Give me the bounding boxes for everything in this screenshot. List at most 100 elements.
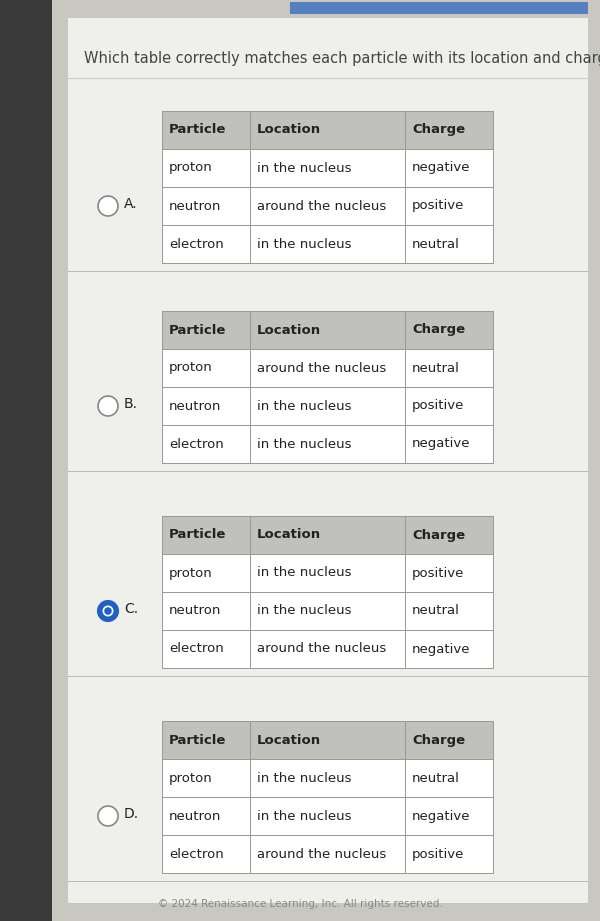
Text: positive: positive bbox=[412, 566, 464, 579]
Text: Charge: Charge bbox=[412, 733, 465, 747]
Text: in the nucleus: in the nucleus bbox=[257, 604, 352, 617]
Text: Charge: Charge bbox=[412, 529, 465, 542]
Text: Location: Location bbox=[257, 323, 321, 336]
Text: in the nucleus: in the nucleus bbox=[257, 566, 352, 579]
Bar bbox=[162, 387, 250, 425]
Text: Charge: Charge bbox=[412, 123, 465, 136]
Bar bbox=[162, 149, 250, 187]
Bar bbox=[405, 721, 493, 759]
Bar bbox=[250, 759, 405, 797]
Bar bbox=[250, 554, 405, 592]
Text: proton: proton bbox=[169, 566, 213, 579]
Bar bbox=[405, 387, 493, 425]
Text: proton: proton bbox=[169, 362, 213, 375]
Bar bbox=[250, 387, 405, 425]
Bar bbox=[250, 721, 405, 759]
Text: © 2024 Renaissance Learning, Inc. All rights reserved.: © 2024 Renaissance Learning, Inc. All ri… bbox=[158, 899, 442, 909]
Bar bbox=[0, 0, 52, 921]
Text: Particle: Particle bbox=[169, 529, 226, 542]
Text: electron: electron bbox=[169, 847, 224, 860]
Text: in the nucleus: in the nucleus bbox=[257, 810, 352, 822]
Bar bbox=[162, 225, 250, 263]
Text: in the nucleus: in the nucleus bbox=[257, 437, 352, 450]
Text: around the nucleus: around the nucleus bbox=[257, 200, 386, 213]
Bar bbox=[68, 18, 588, 903]
Text: around the nucleus: around the nucleus bbox=[257, 643, 386, 656]
Text: neutron: neutron bbox=[169, 810, 221, 822]
Text: electron: electron bbox=[169, 643, 224, 656]
Text: Location: Location bbox=[257, 529, 321, 542]
Bar bbox=[162, 425, 250, 463]
Text: positive: positive bbox=[412, 200, 464, 213]
Circle shape bbox=[104, 607, 112, 615]
Circle shape bbox=[98, 601, 118, 621]
Bar bbox=[405, 225, 493, 263]
Text: neutral: neutral bbox=[412, 238, 460, 251]
Text: C.: C. bbox=[124, 602, 138, 616]
Bar bbox=[162, 797, 250, 835]
Text: Charge: Charge bbox=[412, 323, 465, 336]
Text: Which table correctly matches each particle with its location and charge?: Which table correctly matches each parti… bbox=[84, 51, 600, 66]
Bar bbox=[250, 592, 405, 630]
Bar bbox=[250, 311, 405, 349]
Bar bbox=[250, 425, 405, 463]
Bar bbox=[250, 225, 405, 263]
Bar bbox=[250, 835, 405, 873]
Bar bbox=[290, 2, 588, 14]
Bar bbox=[405, 759, 493, 797]
Circle shape bbox=[103, 605, 113, 616]
Bar bbox=[162, 554, 250, 592]
Bar bbox=[405, 630, 493, 668]
Bar bbox=[250, 111, 405, 149]
Text: negative: negative bbox=[412, 437, 470, 450]
Text: neutron: neutron bbox=[169, 200, 221, 213]
Bar bbox=[405, 425, 493, 463]
Bar bbox=[405, 149, 493, 187]
Text: around the nucleus: around the nucleus bbox=[257, 362, 386, 375]
Text: in the nucleus: in the nucleus bbox=[257, 772, 352, 785]
Bar bbox=[250, 516, 405, 554]
Text: neutral: neutral bbox=[412, 604, 460, 617]
Text: A.: A. bbox=[124, 197, 137, 211]
Text: around the nucleus: around the nucleus bbox=[257, 847, 386, 860]
Text: negative: negative bbox=[412, 161, 470, 174]
Bar bbox=[162, 721, 250, 759]
Text: proton: proton bbox=[169, 161, 213, 174]
Bar bbox=[162, 759, 250, 797]
Bar bbox=[405, 835, 493, 873]
Text: positive: positive bbox=[412, 847, 464, 860]
Bar bbox=[405, 187, 493, 225]
Text: Location: Location bbox=[257, 123, 321, 136]
Text: Location: Location bbox=[257, 733, 321, 747]
Text: in the nucleus: in the nucleus bbox=[257, 161, 352, 174]
Bar bbox=[405, 516, 493, 554]
Bar bbox=[162, 630, 250, 668]
Bar bbox=[405, 554, 493, 592]
Bar bbox=[162, 311, 250, 349]
Bar bbox=[250, 149, 405, 187]
Bar bbox=[250, 630, 405, 668]
Bar bbox=[162, 516, 250, 554]
Bar bbox=[405, 349, 493, 387]
Circle shape bbox=[98, 806, 118, 826]
Text: Particle: Particle bbox=[169, 123, 226, 136]
Bar bbox=[405, 592, 493, 630]
Circle shape bbox=[98, 196, 118, 216]
Bar bbox=[405, 111, 493, 149]
Text: neutron: neutron bbox=[169, 604, 221, 617]
Text: electron: electron bbox=[169, 238, 224, 251]
Bar bbox=[405, 311, 493, 349]
Text: B.: B. bbox=[124, 397, 138, 411]
Bar bbox=[162, 187, 250, 225]
Text: negative: negative bbox=[412, 643, 470, 656]
Text: D.: D. bbox=[124, 807, 139, 821]
Bar bbox=[162, 349, 250, 387]
Text: Particle: Particle bbox=[169, 733, 226, 747]
Text: proton: proton bbox=[169, 772, 213, 785]
Text: in the nucleus: in the nucleus bbox=[257, 400, 352, 413]
Circle shape bbox=[98, 396, 118, 416]
Bar bbox=[162, 111, 250, 149]
Bar bbox=[162, 592, 250, 630]
Bar bbox=[250, 797, 405, 835]
Bar bbox=[250, 349, 405, 387]
